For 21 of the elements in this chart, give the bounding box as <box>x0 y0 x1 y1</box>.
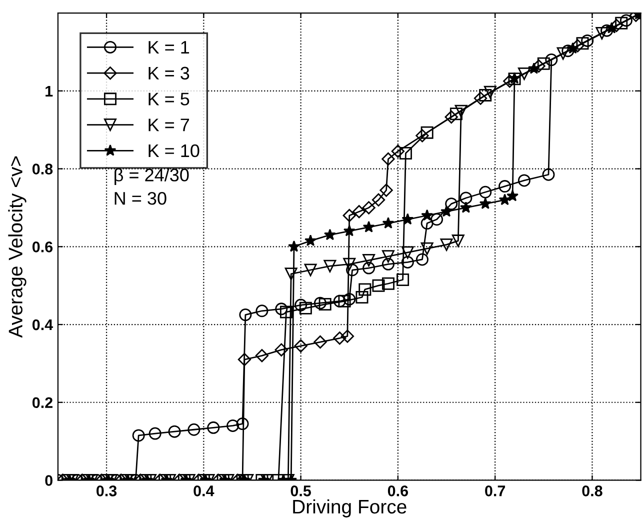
x-tick-label: 0.8 <box>582 486 602 496</box>
x-tick-label: 0.7 <box>485 486 506 496</box>
x-tick-label: 0.5 <box>290 486 311 496</box>
x-tick-label: 0.4 <box>194 486 214 496</box>
y-tick-label: 1 <box>46 86 53 96</box>
legend-label: K = 10 <box>148 144 200 158</box>
x-tick-label: 0.3 <box>96 486 117 496</box>
y-tick-label: 0.6 <box>32 242 53 252</box>
legend-label: K = 7 <box>148 118 190 132</box>
y-tick-label: 0.8 <box>32 164 53 174</box>
legend-label: K = 3 <box>148 66 190 80</box>
legend-label: K = 5 <box>148 92 190 106</box>
x-tick-label: 0.6 <box>388 486 408 496</box>
x-axis-title: Driving Force <box>293 499 406 518</box>
y-tick-label: 0 <box>45 475 52 486</box>
y-tick-label: 0.4 <box>32 319 54 330</box>
annotation: N = 30 <box>114 192 166 205</box>
legend-label: K = 1 <box>148 41 190 54</box>
annotation: β = 24/30 <box>114 168 189 185</box>
y-tick-label: 0.2 <box>32 397 52 408</box>
y-axis-title: Average Velocity <v> <box>8 156 26 338</box>
